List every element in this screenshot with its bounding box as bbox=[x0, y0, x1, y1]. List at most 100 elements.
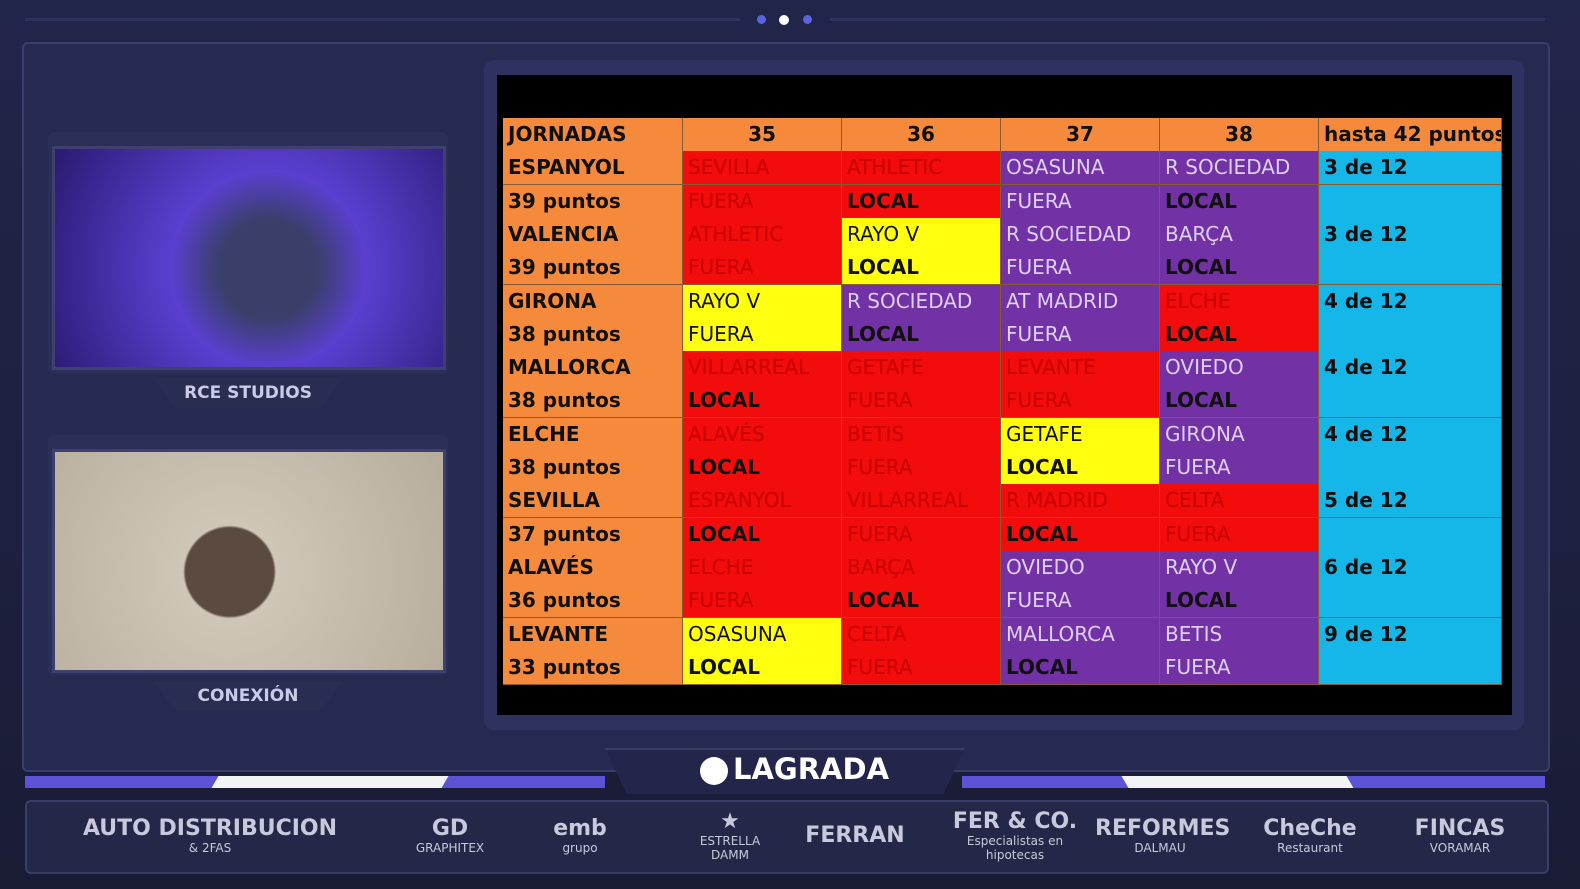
table-cell: LOCAL bbox=[842, 584, 1001, 619]
table-cell: FUERA bbox=[683, 584, 842, 619]
table-cell: LOCAL bbox=[842, 317, 1001, 352]
table-cell bbox=[1319, 451, 1502, 485]
top-rule bbox=[830, 18, 1545, 21]
table-cell: LOCAL bbox=[683, 517, 842, 552]
table-cell: FUERA bbox=[683, 317, 842, 352]
table-cell: BARÇA bbox=[1160, 217, 1319, 252]
table-cell: ALAVÉS bbox=[683, 417, 842, 452]
table-cell: LEVANTE bbox=[1001, 351, 1160, 386]
sponsor-text: GD bbox=[431, 815, 469, 841]
table-cell: FUERA bbox=[683, 251, 842, 286]
table-cell: ALAVÉS bbox=[503, 550, 683, 585]
table-cell: 39 puntos bbox=[503, 251, 683, 286]
video-feed bbox=[52, 449, 446, 673]
table-cell: LOCAL bbox=[1001, 517, 1160, 552]
table-cell: RAYO V bbox=[842, 217, 1001, 252]
table-cell: RAYO V bbox=[1160, 550, 1319, 585]
table-cell: ATHLETIC bbox=[842, 151, 1001, 186]
brand-logo bbox=[700, 757, 728, 785]
table-cell: OVIEDO bbox=[1160, 351, 1319, 386]
table-cell: 3 de 12 bbox=[1319, 151, 1502, 186]
table-cell: GETAFE bbox=[842, 351, 1001, 386]
sponsor-text: DALMAU bbox=[1134, 840, 1186, 855]
table-cell: 5 de 12 bbox=[1319, 484, 1502, 519]
table-cell: LOCAL bbox=[1160, 251, 1319, 286]
table-cell: FUERA bbox=[1160, 517, 1319, 552]
table-cell: 38 puntos bbox=[503, 384, 683, 419]
table-cell: 39 puntos bbox=[503, 184, 683, 219]
table-cell: LOCAL bbox=[842, 251, 1001, 286]
table-cell: MALLORCA bbox=[1001, 617, 1160, 652]
sponsor: REFORMES DALMAU bbox=[1095, 805, 1231, 865]
table-cell bbox=[1319, 317, 1502, 352]
sponsor-text: GRAPHITEX bbox=[415, 840, 485, 855]
table-cell: MALLORCA bbox=[503, 351, 683, 386]
table-cell: R SOCIEDAD bbox=[1160, 151, 1319, 186]
sponsor-text: FER & CO. bbox=[952, 808, 1078, 834]
table-cell: 9 de 12 bbox=[1319, 617, 1502, 652]
table-cell: 35 bbox=[683, 118, 842, 152]
table-cell: FUERA bbox=[842, 384, 1001, 419]
table-cell: BETIS bbox=[1160, 617, 1319, 652]
table-cell: LOCAL bbox=[842, 184, 1001, 219]
table-cell: R SOCIEDAD bbox=[842, 284, 1001, 319]
video-label: CONEXIÓN bbox=[153, 681, 343, 711]
sponsor-text: Especialistas en hipotecas bbox=[966, 833, 1064, 862]
table-cell: 3 de 12 bbox=[1319, 217, 1502, 252]
table-cell: LOCAL bbox=[683, 650, 842, 685]
table-cell: FUERA bbox=[842, 451, 1001, 485]
sponsor-bar bbox=[25, 800, 1549, 874]
table-cell: ELCHE bbox=[1160, 284, 1319, 319]
sponsor: CheChe Restaurant bbox=[1245, 805, 1375, 865]
table-cell: CELTA bbox=[1160, 484, 1319, 519]
table-cell: GETAFE bbox=[1001, 417, 1160, 452]
table-cell: CELTA bbox=[842, 617, 1001, 652]
dot bbox=[779, 15, 789, 25]
sponsor-text: emb bbox=[553, 815, 607, 841]
table-cell bbox=[1319, 517, 1502, 552]
sponsor: emb grupo bbox=[515, 805, 645, 865]
table-cell: LOCAL bbox=[1160, 384, 1319, 419]
table-cell: LOCAL bbox=[683, 451, 842, 485]
table-cell: FUERA bbox=[1001, 251, 1160, 286]
sponsor-text: ESTRELLA bbox=[699, 833, 761, 848]
table-cell: SEVILLA bbox=[683, 151, 842, 186]
table-cell: 6 de 12 bbox=[1319, 550, 1502, 585]
sponsor-text: REFORMES bbox=[1095, 815, 1231, 841]
table-cell: FUERA bbox=[1001, 384, 1160, 419]
table-cell: AT MADRID bbox=[1001, 284, 1160, 319]
table-cell: VILLARREAL bbox=[842, 484, 1001, 519]
sponsor-text: & 2FAS bbox=[188, 840, 232, 855]
sponsor: ★ ESTRELLA DAMM bbox=[665, 805, 795, 865]
table-cell: 4 de 12 bbox=[1319, 284, 1502, 319]
table-cell: OSASUNA bbox=[683, 617, 842, 652]
table-cell: LOCAL bbox=[1160, 184, 1319, 219]
table-cell: 36 puntos bbox=[503, 584, 683, 619]
table-cell: FUERA bbox=[683, 184, 842, 219]
stripe bbox=[211, 776, 449, 788]
table-cell bbox=[1319, 384, 1502, 419]
table-cell: LOCAL bbox=[1001, 650, 1160, 685]
table-cell bbox=[1319, 650, 1502, 685]
video-feed bbox=[52, 146, 446, 370]
table-cell: 38 puntos bbox=[503, 451, 683, 485]
table-cell: VILLARREAL bbox=[683, 351, 842, 386]
table-cell: hasta 42 puntos bbox=[1319, 118, 1502, 152]
table-cell: GIRONA bbox=[503, 284, 683, 319]
table-cell: ELCHE bbox=[683, 550, 842, 585]
brand-box bbox=[605, 748, 965, 794]
table-cell: ESPANYOL bbox=[683, 484, 842, 519]
table-cell: ELCHE bbox=[503, 417, 683, 452]
sponsor: FERRAN bbox=[790, 805, 920, 865]
table-cell: 4 de 12 bbox=[1319, 417, 1502, 452]
sponsor-text: DAMM bbox=[711, 847, 749, 862]
table-cell: BARÇA bbox=[842, 550, 1001, 585]
sponsor: FINCAS VORAMAR bbox=[1395, 805, 1525, 865]
table-cell: GIRONA bbox=[1160, 417, 1319, 452]
sponsor: AUTO DISTRIBUCION & 2FAS bbox=[70, 805, 350, 865]
sponsor-text: grupo bbox=[562, 840, 598, 855]
sponsor-text: AUTO DISTRIBUCION bbox=[82, 815, 338, 841]
table-cell: FUERA bbox=[1001, 584, 1160, 619]
table-cell: LOCAL bbox=[1160, 584, 1319, 619]
